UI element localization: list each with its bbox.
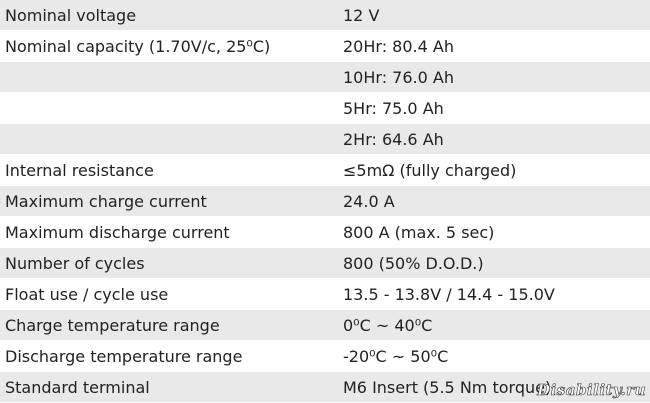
value-cell: -20⁰C ~ 50⁰C <box>343 346 449 366</box>
value-cell: 800 A (max. 5 sec) <box>343 222 495 242</box>
table-row: Standard terminal M6 Insert (5.5 Nm torqu… <box>0 372 650 403</box>
value-cell: ≤5mΩ (fully charged) <box>343 160 517 180</box>
parameter-cell: Internal resistance <box>5 160 154 180</box>
parameter-cell: Maximum charge current <box>5 191 207 211</box>
parameter-cell: Nominal capacity (1.70V/c, 25⁰C) <box>5 36 271 56</box>
table-row: Discharge temperature range -20⁰C ~ 50⁰C <box>0 341 650 372</box>
value-cell: 13.5 - 13.8V / 14.4 - 15.0V <box>343 284 555 304</box>
value-cell: 800 (50% D.O.D.) <box>343 253 484 273</box>
table-row: Internal resistance ≤5mΩ (fully charged) <box>0 155 650 186</box>
value-cell: 20Hr: 80.4 Ah <box>343 36 454 56</box>
parameter-cell: Charge temperature range <box>5 315 220 335</box>
table-row: Charge temperature range 0⁰C ~ 40⁰C <box>0 310 650 341</box>
value-cell: 10Hr: 76.0 Ah <box>343 67 454 87</box>
parameter-cell: Maximum discharge current <box>5 222 230 242</box>
table-row: 2Hr: 64.6 Ah <box>0 124 650 155</box>
value-cell: 24.0 A <box>343 191 395 211</box>
table-row: 5Hr: 75.0 Ah <box>0 93 650 124</box>
value-cell: 5Hr: 75.0 Ah <box>343 98 444 118</box>
table-row: Number of cycles 800 (50% D.O.D.) <box>0 248 650 279</box>
value-cell: 2Hr: 64.6 Ah <box>343 129 444 149</box>
value-cell: M6 Insert (5.5 Nm torque) <box>343 377 552 397</box>
table-row: Maximum discharge current 800 A (max. 5 s… <box>0 217 650 248</box>
watermark: Disability.ru <box>537 381 646 400</box>
parameter-cell: Standard terminal <box>5 377 150 397</box>
table-row: Float use / cycle use 13.5 - 13.8V / 14.4… <box>0 279 650 310</box>
table-row: Nominal capacity (1.70V/c, 25⁰C) 20Hr: 80… <box>0 31 650 62</box>
parameter-cell: Number of cycles <box>5 253 145 273</box>
table-row: 10Hr: 76.0 Ah <box>0 62 650 93</box>
parameter-cell: Float use / cycle use <box>5 284 169 304</box>
value-cell: 12 V <box>343 5 380 25</box>
value-cell: 0⁰C ~ 40⁰C <box>343 315 433 335</box>
parameter-cell: Nominal voltage <box>5 5 137 25</box>
parameter-cell: Discharge temperature range <box>5 346 243 366</box>
table-row: Maximum charge current 24.0 A <box>0 186 650 217</box>
table-row: Nominal voltage 12 V <box>0 0 650 31</box>
